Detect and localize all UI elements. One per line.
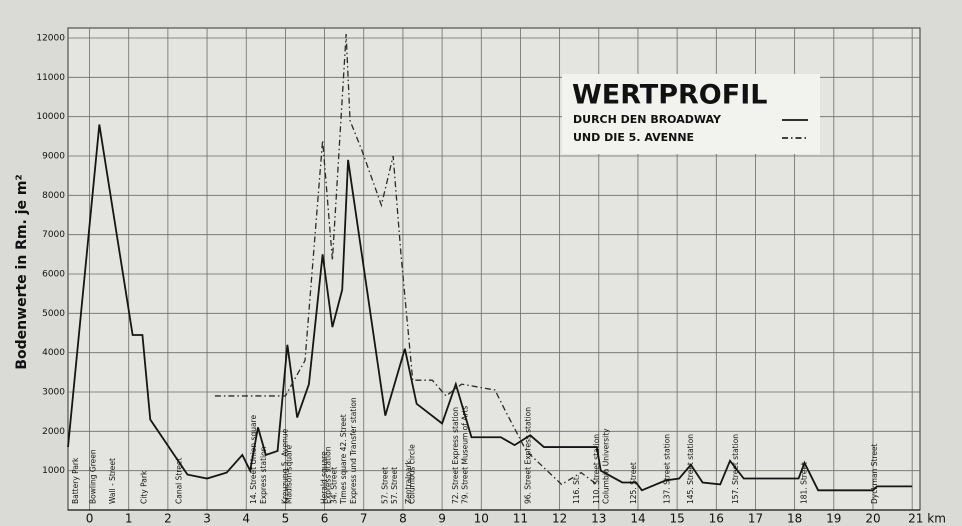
x-tick-label: 21 km bbox=[908, 512, 946, 526]
annotation: Wall - Street bbox=[108, 458, 117, 504]
y-tick-label: 11000 bbox=[36, 73, 65, 83]
x-tick-label: 19 bbox=[826, 512, 841, 526]
annotation: Madison square bbox=[284, 445, 293, 504]
y-axis-label: Bodenwerte in Rm. je m² bbox=[14, 174, 30, 369]
x-tick-label: 12 bbox=[552, 512, 567, 526]
y-tick-label: 12000 bbox=[36, 34, 65, 44]
annotation: Herald square bbox=[320, 451, 329, 504]
annotation: Express station bbox=[259, 446, 268, 504]
annotation: Columbia University bbox=[602, 428, 611, 504]
annotation: 110. Street station bbox=[592, 434, 601, 504]
legend-label: DURCH DEN BROADWAY bbox=[573, 113, 722, 126]
x-tick-label: 4 bbox=[242, 512, 250, 526]
y-tick-label: 10000 bbox=[36, 112, 65, 122]
legend-label: UND DIE 5. AVENNE bbox=[573, 131, 694, 144]
annotation: 34. Street bbox=[329, 467, 338, 504]
annotation: Canal Street bbox=[175, 458, 184, 504]
annotation: City Park bbox=[139, 470, 148, 504]
annotation: 145. Street station bbox=[686, 434, 695, 504]
annotation: 57. Street bbox=[380, 467, 389, 504]
annotation: 116. St. bbox=[572, 475, 581, 504]
x-tick-label: 8 bbox=[399, 512, 407, 526]
x-tick-label: 15 bbox=[669, 512, 684, 526]
annotation: 79. Street Museum of Arts bbox=[461, 406, 470, 504]
y-tick-label: 1000 bbox=[42, 466, 65, 476]
annotation: 157. Street station bbox=[731, 434, 740, 504]
series-line bbox=[214, 34, 598, 486]
x-tick-label: 20 bbox=[865, 512, 880, 526]
x-tick-label: 0 bbox=[86, 512, 94, 526]
annotation: 125. Street bbox=[629, 462, 638, 504]
y-tick-label: 8000 bbox=[42, 191, 65, 201]
annotation: 96. Street Express station bbox=[523, 407, 532, 504]
annotation: Columbus circle bbox=[408, 444, 417, 504]
x-tick-label: 16 bbox=[709, 512, 724, 526]
chart-title: WERTPROFIL bbox=[572, 80, 767, 111]
x-tick-label: 18 bbox=[787, 512, 802, 526]
annotation: 14. Street Union square bbox=[249, 415, 258, 504]
x-tick-label: 9 bbox=[438, 512, 446, 526]
x-tick-label: 14 bbox=[630, 512, 645, 526]
x-tick-label: 3 bbox=[203, 512, 211, 526]
annotation: 137. Street station bbox=[662, 434, 671, 504]
annotation: Express und Transfer station bbox=[349, 397, 358, 504]
y-tick-label: 3000 bbox=[42, 388, 65, 398]
x-tick-label: 10 bbox=[474, 512, 489, 526]
annotation: 57. Street bbox=[390, 467, 399, 504]
x-tick-label: 5 bbox=[282, 512, 290, 526]
annotation: Bowling Green bbox=[88, 449, 97, 504]
y-tick-label: 4000 bbox=[42, 348, 65, 358]
legend-box bbox=[562, 74, 820, 154]
y-tick-label: 2000 bbox=[42, 427, 65, 437]
annotation: Express station bbox=[323, 446, 332, 504]
annotation: Zentralpark bbox=[404, 459, 413, 504]
series-line bbox=[67, 124, 913, 492]
x-tick-label: 13 bbox=[591, 512, 606, 526]
annotation: 181. Street bbox=[799, 462, 808, 504]
x-tick-label: 1 bbox=[125, 512, 133, 526]
annotation: Battery Park bbox=[71, 457, 80, 504]
y-tick-label: 7000 bbox=[42, 230, 65, 240]
y-tick-label: 6000 bbox=[42, 270, 65, 280]
x-tick-label: 6 bbox=[321, 512, 329, 526]
x-tick-label: 7 bbox=[360, 512, 368, 526]
annotation: Times square 42. Street bbox=[339, 414, 348, 505]
annotation: Dyckman Street bbox=[870, 443, 879, 504]
y-tick-label: 9000 bbox=[42, 152, 65, 162]
annotation: Kreuzung 5. Avenue bbox=[280, 428, 289, 504]
y-tick-label: 5000 bbox=[42, 309, 65, 319]
x-tick-label: 11 bbox=[513, 512, 528, 526]
annotation: 72. Street Express station bbox=[451, 407, 460, 504]
x-tick-label: 2 bbox=[164, 512, 172, 526]
x-tick-label: 17 bbox=[748, 512, 763, 526]
legend: WERTPROFIL DURCH DEN BROADWAY UND DIE 5. A… bbox=[562, 74, 820, 154]
